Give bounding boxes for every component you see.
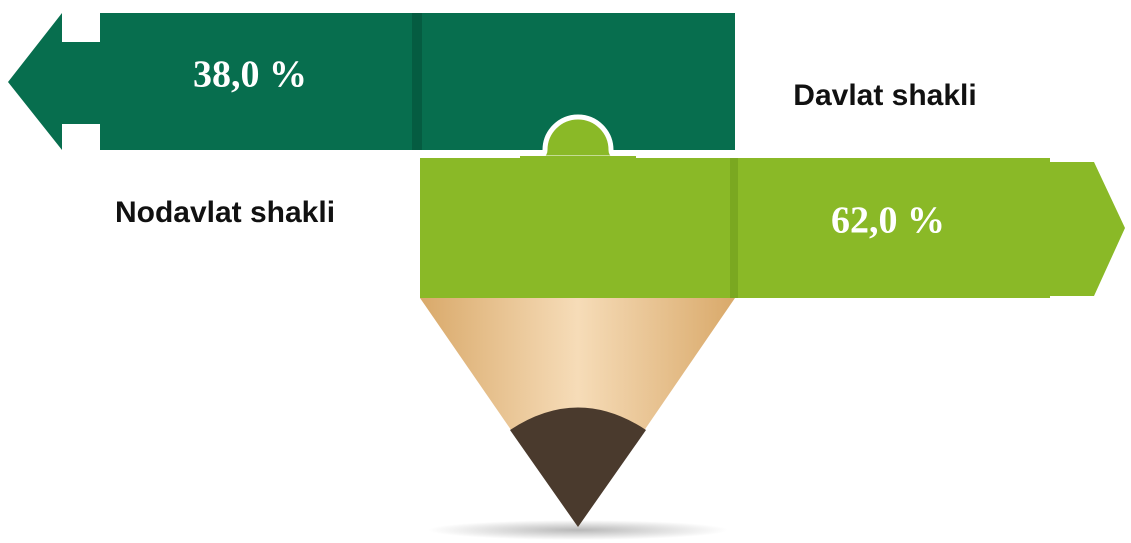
connector-fill: [520, 156, 636, 164]
value-label: 38,0 %: [193, 54, 307, 96]
shadow: [428, 520, 728, 540]
connector-bump: [529, 114, 627, 161]
value-label: 62,0 %: [831, 200, 945, 242]
fold: [730, 158, 738, 298]
label: Davlat shakli: [793, 79, 976, 112]
label: Nodavlat shakli: [115, 196, 335, 229]
right-arrow: [420, 158, 1125, 298]
fold: [412, 13, 422, 150]
left-arrow: [8, 13, 735, 150]
pencil-lead: [510, 407, 646, 527]
